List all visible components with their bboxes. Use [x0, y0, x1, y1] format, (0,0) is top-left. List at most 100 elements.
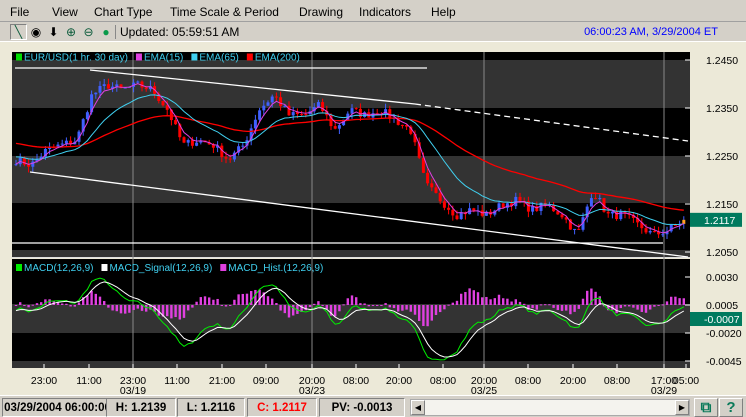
histogram-bar: [119, 305, 123, 314]
menu-drawing[interactable]: Drawing: [299, 5, 344, 19]
candle: [442, 196, 446, 211]
histogram-bar: [497, 294, 501, 305]
histogram-bar: [409, 305, 412, 312]
candle-body: [648, 231, 652, 233]
crosshair-icon[interactable]: ◉: [30, 25, 42, 39]
histogram-bar: [439, 305, 442, 313]
candle-body: [48, 146, 52, 149]
status-low: L: 1.2116: [177, 398, 245, 417]
zoom-out-icon[interactable]: ⊖: [83, 25, 94, 39]
help-icon: ?: [726, 399, 736, 416]
menu-file[interactable]: File: [10, 5, 30, 19]
menu-time-scale-period[interactable]: Time Scale & Period: [170, 5, 279, 19]
candle: [564, 216, 568, 224]
histogram-bar: [220, 305, 223, 306]
menu-chart-type[interactable]: Chart Type: [94, 5, 153, 19]
histogram-bar: [623, 305, 627, 307]
candle-body: [434, 187, 438, 193]
scroll-left-button[interactable]: ◀: [411, 400, 425, 415]
histogram-bar: [481, 297, 484, 305]
candle-body: [60, 143, 64, 145]
candle-body: [195, 142, 199, 146]
candle: [119, 84, 123, 89]
price-axis-label: 1.2350: [706, 103, 738, 115]
histogram-bar: [313, 303, 316, 305]
candle: [190, 136, 194, 149]
histogram-bar: [653, 305, 656, 307]
histogram-bar: [111, 305, 114, 311]
menu-indicators[interactable]: Indicators: [359, 5, 412, 19]
histogram-bar: [678, 298, 681, 305]
price-legend-0: EUR/USD(1 hr. 30 day): [24, 53, 128, 64]
candle-body: [262, 105, 266, 111]
histogram-bar: [665, 301, 669, 305]
histogram-bar: [573, 305, 576, 312]
arrow-down-icon[interactable]: ⬇: [48, 25, 59, 39]
histogram-bar: [674, 296, 677, 305]
x-axis-date: 03/29: [651, 385, 677, 395]
histogram-bar: [392, 305, 396, 309]
candle-body: [354, 108, 358, 110]
trendline: [89, 69, 416, 105]
scroll-right-button[interactable]: ▶: [675, 400, 689, 415]
candle: [94, 92, 98, 99]
candle-body: [81, 119, 85, 132]
candle: [64, 137, 68, 147]
histogram-bar: [376, 305, 379, 306]
histogram-bar: [283, 305, 286, 314]
candle: [665, 226, 669, 240]
histogram-bar: [472, 290, 475, 305]
x-axis-time: 11:00: [164, 375, 190, 387]
candle: [220, 143, 224, 163]
histogram-bar: [245, 293, 249, 305]
candle: [589, 193, 593, 207]
candle-body: [337, 125, 341, 129]
x-axis-time: 09:00: [253, 375, 279, 387]
updated-time: Updated: 05:59:51 AM: [115, 25, 239, 39]
histogram-bar: [460, 293, 463, 305]
horizontal-scrollbar[interactable]: ◀ ▶: [410, 399, 690, 416]
chart-band: [12, 259, 690, 276]
chart-svg[interactable]: EUR/USD(1 hr. 30 day) EMA(15) EMA(65) EMA(2…: [0, 42, 746, 397]
candle: [27, 158, 31, 173]
x-axis-time: 20:00: [386, 375, 412, 387]
histogram-bar: [187, 305, 190, 311]
histogram-bar: [65, 303, 68, 305]
histogram-bar: [506, 298, 509, 305]
candle: [270, 94, 274, 108]
status-light-icon[interactable]: ●: [102, 25, 110, 39]
candle-body: [623, 211, 627, 214]
histogram-bar: [556, 305, 559, 311]
x-axis-time: 20:00: [471, 375, 497, 387]
chart-area[interactable]: EUR/USD(1 hr. 30 day) EMA(15) EMA(65) EMA(2…: [0, 42, 746, 397]
status-pv: PV: -0.0013: [319, 398, 405, 417]
candle-body: [211, 144, 215, 148]
candle-body: [564, 217, 568, 220]
x-axis-time: 20:00: [299, 375, 325, 387]
histogram-bar: [115, 305, 118, 312]
candle-body: [577, 228, 581, 230]
menu-help[interactable]: Help: [431, 5, 456, 19]
help-button[interactable]: ?: [719, 398, 743, 417]
candle-body: [505, 203, 509, 208]
last-macd-tag-bg: [690, 312, 742, 326]
histogram-bar: [502, 298, 505, 305]
zoom-in-icon[interactable]: ⊕: [65, 25, 77, 39]
histogram-bar: [321, 305, 324, 306]
candle-body: [266, 102, 270, 106]
histogram-bar: [569, 305, 572, 315]
draw-line-icon[interactable]: ╲: [10, 24, 27, 40]
candle: [115, 80, 119, 92]
candle: [161, 100, 165, 107]
histogram-bar: [619, 305, 622, 309]
candle-body: [43, 148, 47, 157]
candle-body: [388, 109, 392, 119]
candle-body: [640, 222, 644, 229]
chart-band: [12, 361, 690, 368]
histogram-bar: [329, 305, 333, 316]
menu-view[interactable]: View: [52, 5, 78, 19]
candle: [111, 82, 115, 93]
candle: [505, 202, 509, 212]
histogram-bar: [153, 305, 156, 312]
window-layout-button[interactable]: ⧉: [694, 398, 718, 417]
